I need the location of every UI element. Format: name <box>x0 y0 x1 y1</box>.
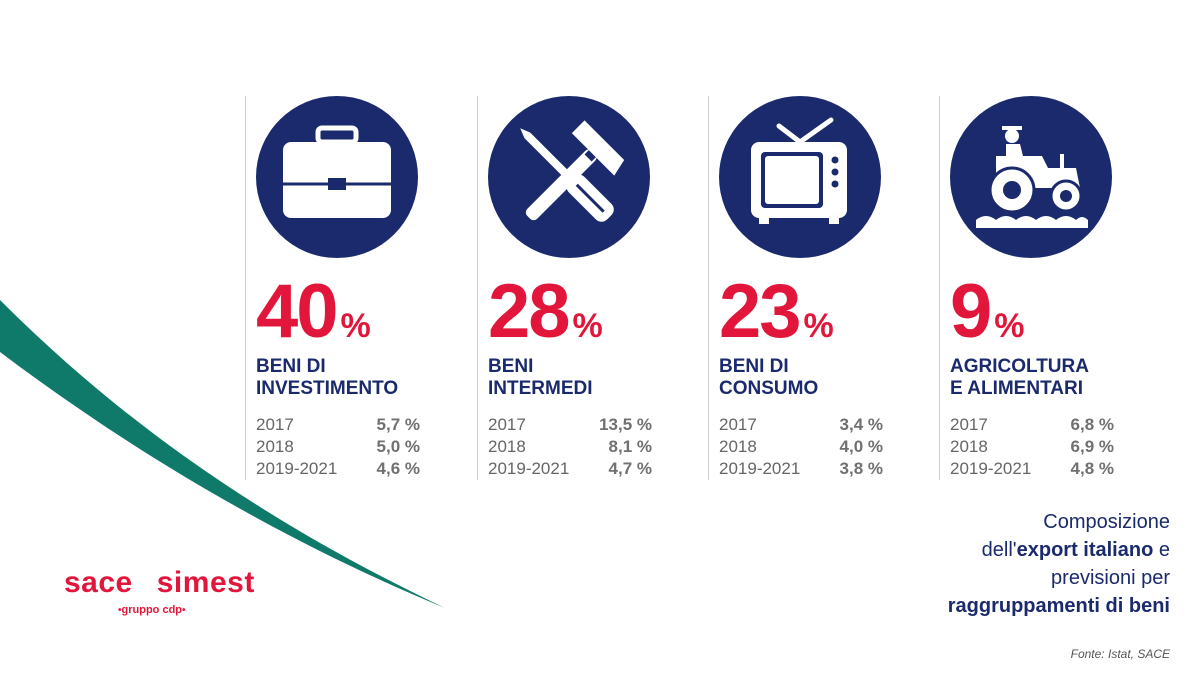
table-row: 2017 6,8 % <box>950 415 1114 434</box>
category-label: BENI DI CONSUMO <box>719 356 819 399</box>
logo-subtitle: •gruppo cdp• <box>118 604 186 616</box>
category-column-investimento: 40% BENI DI INVESTIMENTO 2017 5,7 % 2018 5… <box>245 96 455 480</box>
tv-icon <box>719 96 881 258</box>
table-row: 2017 13,5 % <box>488 415 652 434</box>
tools-icon <box>488 96 650 258</box>
sace-simest-logo: sace simest <box>64 566 255 599</box>
growth-table: 2017 13,5 % 2018 8,1 % 2019-2021 4,7 % <box>488 414 652 480</box>
table-row: 2019-2021 4,6 % <box>256 459 420 478</box>
table-row: 2017 5,7 % <box>256 415 420 434</box>
table-row: 2019-2021 3,8 % <box>719 459 883 478</box>
share-value: 40% <box>256 269 371 354</box>
category-label: BENI DI INVESTIMENTO <box>256 356 399 399</box>
table-row: 2018 8,1 % <box>488 437 652 456</box>
table-row: 2019-2021 4,7 % <box>488 459 652 478</box>
category-column-consumo: 23% BENI DI CONSUMO 2017 3,4 % 2018 4,0 % … <box>708 96 918 480</box>
table-row: 2019-2021 4,8 % <box>950 459 1114 478</box>
share-value: 9% <box>950 269 1025 354</box>
growth-table: 2017 6,8 % 2018 6,9 % 2019-2021 4,8 % <box>950 414 1114 480</box>
growth-table: 2017 3,4 % 2018 4,0 % 2019-2021 3,8 % <box>719 414 883 480</box>
source-note: Fonte: Istat, SACE <box>1070 647 1170 661</box>
category-label: AGRICOLTURA E ALIMENTARI <box>950 356 1089 399</box>
table-row: 2017 3,4 % <box>719 415 883 434</box>
category-column-intermedi: 28% BENI INTERMEDI 2017 13,5 % 2018 8,1 % … <box>477 96 687 480</box>
table-row: 2018 6,9 % <box>950 437 1114 456</box>
share-value: 28% <box>488 269 603 354</box>
table-row: 2018 5,0 % <box>256 437 420 456</box>
growth-table: 2017 5,7 % 2018 5,0 % 2019-2021 4,6 % <box>256 414 420 480</box>
category-label: BENI INTERMEDI <box>488 356 593 399</box>
table-row: 2018 4,0 % <box>719 437 883 456</box>
briefcase-icon <box>256 96 418 258</box>
share-value: 23% <box>719 269 834 354</box>
category-column-agricoltura: 9% AGRICOLTURA E ALIMENTARI 2017 6,8 % 20… <box>939 96 1149 480</box>
chart-caption: Composizione dell'export italiano e prev… <box>947 511 1170 617</box>
tractor-icon <box>950 96 1112 258</box>
